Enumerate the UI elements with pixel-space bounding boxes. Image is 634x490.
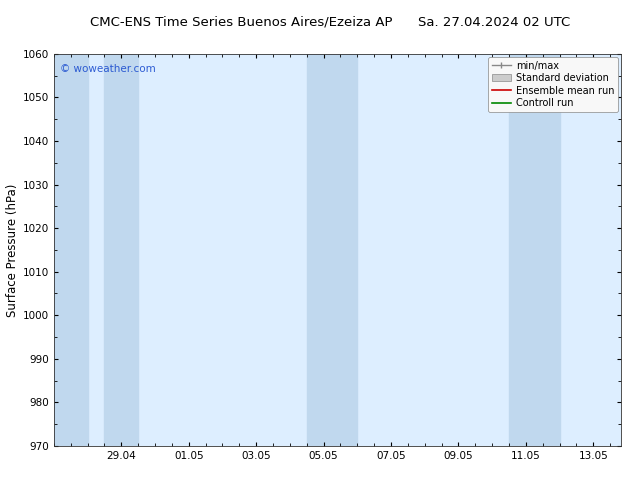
Legend: min/max, Standard deviation, Ensemble mean run, Controll run: min/max, Standard deviation, Ensemble me… xyxy=(488,57,618,112)
Bar xyxy=(509,54,560,446)
Text: CMC-ENS Time Series Buenos Aires/Ezeiza AP: CMC-ENS Time Series Buenos Aires/Ezeiza … xyxy=(89,16,392,28)
Y-axis label: Surface Pressure (hPa): Surface Pressure (hPa) xyxy=(6,183,18,317)
Text: © woweather.com: © woweather.com xyxy=(60,64,155,74)
Bar xyxy=(105,54,138,446)
Bar xyxy=(54,54,87,446)
Bar xyxy=(307,54,358,446)
Text: Sa. 27.04.2024 02 UTC: Sa. 27.04.2024 02 UTC xyxy=(418,16,571,28)
